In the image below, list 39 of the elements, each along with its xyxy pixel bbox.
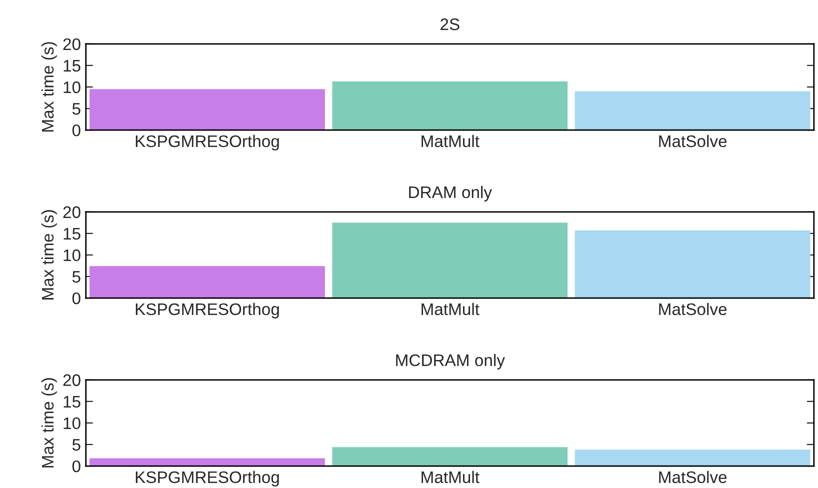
y-axis-title: Max time (s) <box>41 210 57 300</box>
x-tick-label: MatMult <box>422 470 480 484</box>
bar <box>574 230 810 298</box>
y-tick-label: 5 <box>72 439 80 451</box>
x-tick-label: MatSolve <box>659 470 727 484</box>
y-tick-label: 10 <box>64 417 80 430</box>
y-tick-label: 0 <box>72 460 80 472</box>
y-tick-label: 10 <box>64 249 80 262</box>
x-tick-label: KSPGMRESOrthog <box>136 470 279 486</box>
bar <box>332 222 568 298</box>
bar <box>90 266 325 298</box>
bar <box>332 447 568 466</box>
x-tick-label: KSPGMRESOrthog <box>136 134 279 150</box>
chart-title: DRAM only <box>409 186 492 202</box>
chart-title: 2S <box>440 18 460 30</box>
y-tick-label: 15 <box>64 60 80 72</box>
x-tick-label: MatMult <box>422 302 480 316</box>
y-tick-label: 15 <box>64 228 80 240</box>
x-tick-label: MatSolve <box>659 134 727 148</box>
y-tick-label: 0 <box>72 292 80 304</box>
bar <box>90 89 325 130</box>
y-tick-label: 10 <box>64 81 80 94</box>
x-tick-label: MatSolve <box>659 302 727 316</box>
x-tick-label: KSPGMRESOrthog <box>136 302 279 318</box>
y-tick-label: 5 <box>72 103 80 115</box>
y-tick-label: 20 <box>63 38 80 50</box>
y-tick-label: 20 <box>63 206 80 218</box>
bar <box>90 458 325 466</box>
y-tick-label: 5 <box>72 271 80 283</box>
y-axis-title: Max time (s) <box>41 378 57 468</box>
bar <box>574 91 810 130</box>
chart-title: MCDRAM only <box>396 354 505 370</box>
y-axis-title: Max time (s) <box>41 42 57 132</box>
y-tick-label: 15 <box>64 396 80 408</box>
bar <box>574 450 810 466</box>
x-tick-label: MatMult <box>422 134 480 148</box>
y-tick-label: 20 <box>63 374 80 386</box>
y-tick-label: 0 <box>72 124 80 136</box>
bar <box>332 81 568 130</box>
